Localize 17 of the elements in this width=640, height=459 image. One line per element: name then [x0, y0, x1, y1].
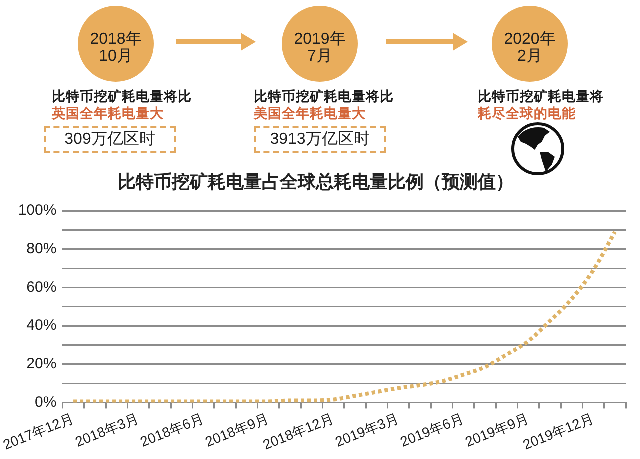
text: 比特币挖矿耗电量将 [478, 89, 604, 105]
y-tick-label: 80% [26, 240, 57, 258]
text: 2020年2月 [503, 31, 557, 65]
text: 英国全年耗电量大 [52, 106, 164, 122]
text: 美国全年耗电量大 [254, 106, 366, 122]
y-tick-label: 100% [18, 202, 57, 220]
text: 比特币挖矿耗电量将比 [52, 89, 192, 105]
chart-title: 比特币挖矿耗电量占全球总耗电量比例（预测值） [117, 171, 515, 193]
y-tick-label: 40% [26, 317, 57, 334]
line-series [72, 230, 618, 403]
text: 耗尽全球的电能 [478, 106, 576, 122]
y-tick-label: 0% [35, 394, 57, 411]
text: 2018年10月 [89, 31, 143, 65]
y-tick-label: 60% [26, 278, 57, 296]
y-tick-label: 20% [26, 356, 57, 372]
text: 比特币挖矿耗电量将比 [254, 89, 394, 105]
text: 2019年7月 [293, 31, 347, 65]
